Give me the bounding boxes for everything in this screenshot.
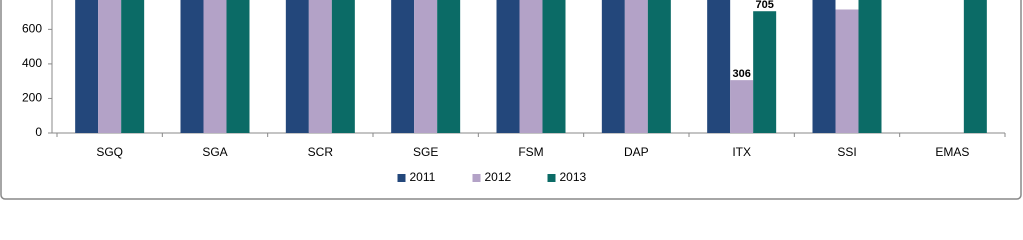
x-tick-label: SGE xyxy=(413,145,438,159)
bar xyxy=(963,0,987,133)
bar xyxy=(121,0,145,133)
bar xyxy=(730,80,754,133)
x-tick-label: EMAS xyxy=(935,145,969,159)
value-label: 306 xyxy=(732,68,750,80)
bar xyxy=(203,0,227,133)
bar xyxy=(624,0,648,133)
legend-swatch xyxy=(472,174,481,182)
legend-label: 2012 xyxy=(485,170,512,184)
x-tick-label: SGQ xyxy=(96,145,123,159)
bar xyxy=(707,0,731,133)
bar xyxy=(331,0,355,133)
bar xyxy=(414,0,438,133)
x-tick-label: DAP xyxy=(624,145,649,159)
y-tick-label: 0 xyxy=(35,125,42,139)
bar xyxy=(835,9,859,133)
bar xyxy=(226,0,250,133)
value-label: 705 xyxy=(755,0,773,11)
x-tick-label: SCR xyxy=(308,145,334,159)
y-tick-label: 600 xyxy=(22,22,42,36)
legend-swatch xyxy=(397,174,406,182)
bar xyxy=(285,0,309,133)
legend-label: 2011 xyxy=(410,170,436,184)
bar xyxy=(308,0,332,133)
x-tick-label: FSM xyxy=(518,145,543,159)
bar xyxy=(542,0,566,133)
legend-label: 2013 xyxy=(560,170,587,184)
bar xyxy=(647,0,671,133)
y-tick-label: 400 xyxy=(22,56,42,70)
x-tick-label: SSI xyxy=(837,145,856,159)
bar xyxy=(75,0,99,133)
x-tick-label: SGA xyxy=(202,145,227,159)
page: 0 200 400 600 SGQ SGA SCR SGE FSM DAP ITX 306 705 SSI… xyxy=(0,0,1023,201)
bar xyxy=(496,0,520,133)
bar xyxy=(812,0,836,133)
bar xyxy=(601,0,625,133)
y-tick-label: 200 xyxy=(22,91,42,105)
chart: 0 200 400 600 SGQ SGA SCR SGE FSM DAP ITX 306 705 SSI… xyxy=(0,0,1022,200)
bar xyxy=(753,11,777,134)
bar xyxy=(437,0,461,133)
bar xyxy=(858,0,882,133)
bar xyxy=(98,0,122,133)
bar xyxy=(519,0,543,133)
bar xyxy=(391,0,415,133)
bar xyxy=(180,0,204,133)
legend-swatch xyxy=(547,174,556,182)
x-tick-label: ITX xyxy=(732,145,751,159)
